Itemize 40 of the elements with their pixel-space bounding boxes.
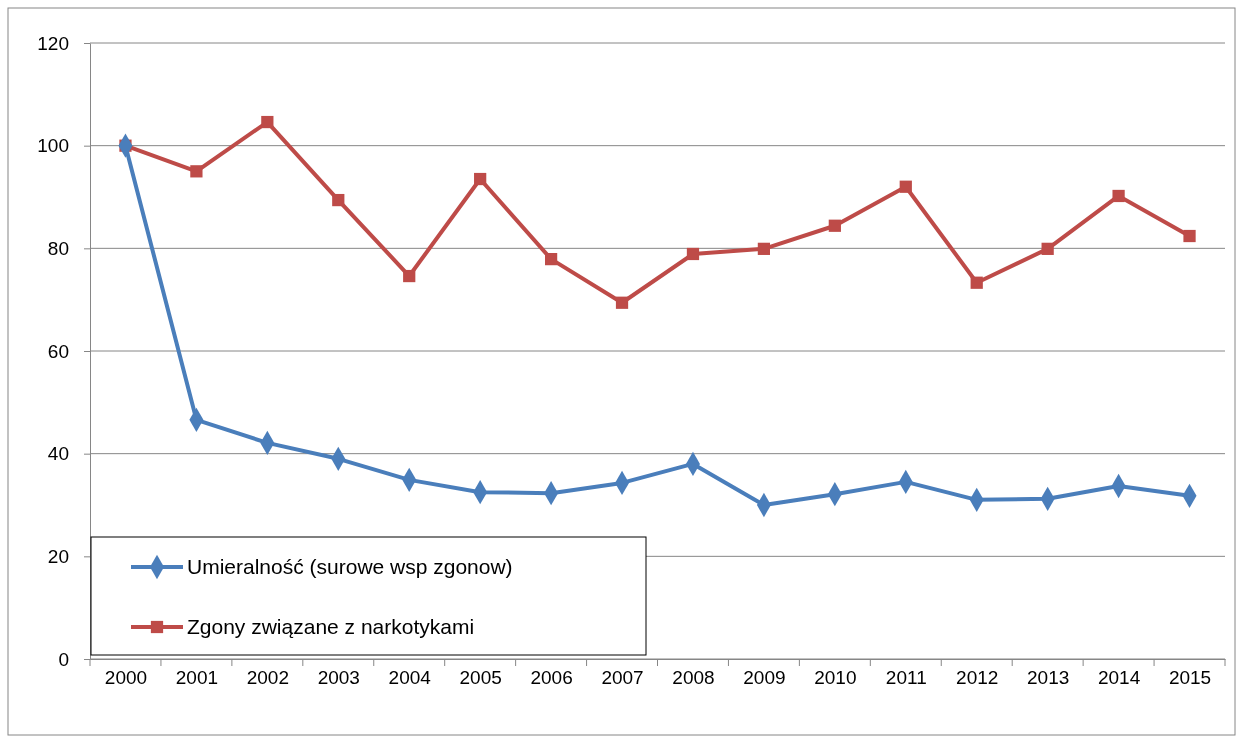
x-tick-label: 2010: [814, 667, 857, 688]
point: [686, 247, 700, 261]
point: [828, 219, 841, 232]
x-tick-label: 2009: [743, 667, 786, 688]
y-tick-label: 80: [47, 237, 69, 259]
point: [474, 172, 487, 186]
point: [899, 180, 912, 193]
x-tick-label: 2003: [317, 667, 360, 688]
y-tick-label: 120: [37, 32, 69, 54]
x-tick-label: 2008: [672, 667, 715, 688]
y-tick-label: 20: [47, 545, 69, 567]
y-tick-label: 100: [37, 135, 69, 157]
x-tick-label: 2002: [246, 667, 289, 688]
point: [403, 269, 416, 283]
x-tick-label: 2000: [104, 667, 148, 688]
point: [544, 252, 558, 266]
x-tick-label: 2015: [1168, 667, 1212, 688]
point: [757, 242, 771, 255]
x-tick-label: 2007: [601, 667, 644, 688]
y-tick-label: 60: [47, 340, 69, 362]
point: [615, 296, 629, 309]
x-tick-label: 2013: [1027, 667, 1070, 688]
point: [332, 193, 345, 207]
point: [1183, 229, 1196, 243]
point: [1112, 189, 1125, 203]
x-tick-label: 2006: [530, 667, 573, 688]
legend-label: Umieralność (surowe wsp zgonow): [187, 555, 513, 578]
x-tick-label: 2011: [885, 667, 927, 688]
legend-label: Zgony związane z narkotykami: [187, 615, 475, 638]
point: [261, 115, 274, 129]
x-tick-label: 2014: [1097, 667, 1141, 688]
x-tick-label: 2005: [459, 667, 502, 688]
x-tick-label: 2012: [956, 667, 999, 688]
point: [970, 276, 983, 289]
point: [1041, 242, 1054, 255]
y-tick-label: 0: [58, 648, 69, 670]
point: [190, 165, 203, 178]
x-tick-label: 2001: [175, 667, 219, 688]
x-tick-label: 2004: [388, 667, 432, 688]
y-tick-label: 40: [47, 443, 69, 465]
